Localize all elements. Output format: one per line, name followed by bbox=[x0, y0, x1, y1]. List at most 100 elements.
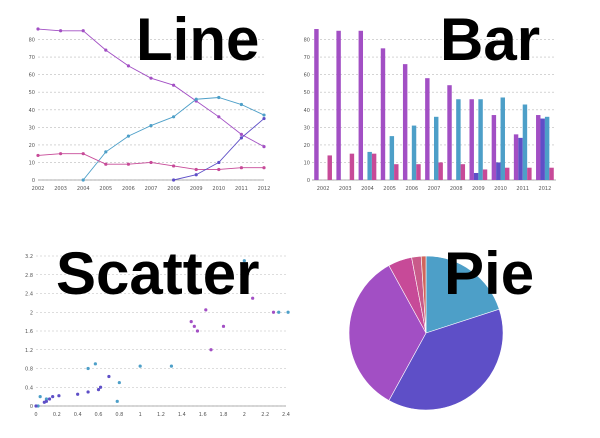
scatter-point bbox=[138, 364, 142, 368]
x-tick-label: 2007 bbox=[145, 186, 158, 192]
scatter-point bbox=[192, 324, 196, 328]
scatter-point bbox=[47, 397, 52, 401]
y-tick-label: 70 bbox=[29, 55, 35, 61]
bar-title-label: Bar bbox=[440, 6, 541, 73]
bar bbox=[482, 169, 488, 180]
bar bbox=[478, 99, 483, 180]
x-tick-label: 2 bbox=[243, 412, 246, 418]
scatter-point bbox=[251, 296, 255, 300]
x-tick-label: 1.2 bbox=[157, 412, 165, 418]
data-point bbox=[81, 178, 85, 182]
bar bbox=[536, 115, 541, 180]
data-point bbox=[217, 115, 221, 119]
y-tick-label: 50 bbox=[29, 90, 35, 96]
y-tick-label: 10 bbox=[29, 160, 35, 166]
line-chart: 0 10 20 30 40 50 60 70 80 2002 2003 2004 2005 2006 200… bbox=[29, 27, 270, 192]
scatter-chart: 0 0.4 0.8 1.2 1.6 2 2.4 2.8 3.2 0 0.2 0.4 0.6 0.8 1 1.2… bbox=[25, 254, 290, 418]
y-tick-label: 0.8 bbox=[25, 367, 33, 373]
bar bbox=[460, 164, 466, 180]
x-tick-label: 2012 bbox=[539, 186, 552, 192]
bar bbox=[389, 136, 395, 180]
data-point bbox=[172, 83, 176, 87]
y-tick-label: 20 bbox=[29, 143, 35, 149]
scatter-title-label: Scatter bbox=[56, 240, 260, 307]
scatter-point bbox=[221, 324, 226, 328]
x-tick-label: 2004 bbox=[77, 186, 90, 192]
y-tick-label: 80 bbox=[29, 38, 35, 44]
bar bbox=[416, 164, 421, 180]
data-point bbox=[262, 145, 266, 149]
x-tick-label: 2007 bbox=[428, 186, 441, 192]
bar bbox=[336, 30, 341, 181]
data-point bbox=[59, 152, 63, 156]
x-tick-label: 2011 bbox=[235, 186, 248, 192]
y-tick-label: 30 bbox=[29, 125, 35, 131]
data-point bbox=[104, 150, 108, 154]
data-point bbox=[126, 134, 130, 138]
bar bbox=[544, 116, 550, 180]
scatter-point bbox=[96, 387, 101, 392]
x-tick-label: 2.2 bbox=[261, 412, 269, 418]
y-tick-label: 60 bbox=[29, 73, 35, 79]
data-point bbox=[149, 123, 153, 128]
scatter-point bbox=[195, 329, 200, 333]
scatter-point bbox=[115, 399, 119, 403]
pie-slice bbox=[425, 255, 500, 334]
bar bbox=[540, 118, 545, 180]
x-tick-label: 2009 bbox=[190, 186, 203, 192]
scatter-point bbox=[76, 392, 80, 396]
scatter-point bbox=[44, 397, 49, 401]
scatter-point bbox=[98, 385, 103, 389]
y-tick-label: 0 bbox=[32, 178, 35, 184]
y-tick-label: 2.4 bbox=[25, 292, 33, 298]
data-point bbox=[262, 113, 266, 117]
bar bbox=[504, 167, 510, 180]
data-point bbox=[149, 76, 153, 80]
x-tick-label: 2005 bbox=[383, 186, 396, 192]
x-tick-label: 2002 bbox=[317, 186, 330, 192]
data-point bbox=[217, 167, 221, 172]
y-tick-label: 2.8 bbox=[25, 273, 33, 279]
x-tick-label: 1 bbox=[139, 412, 142, 418]
data-point bbox=[262, 116, 266, 121]
pie-slice bbox=[420, 255, 427, 334]
scatter-point bbox=[169, 364, 174, 368]
bar bbox=[549, 167, 554, 180]
bar bbox=[522, 104, 528, 180]
bar bbox=[496, 162, 501, 180]
x-tick-label: 0.8 bbox=[115, 412, 123, 418]
x-tick-label: 2006 bbox=[122, 186, 135, 192]
data-point bbox=[81, 152, 85, 156]
y-tick-label: 70 bbox=[304, 55, 310, 61]
y-tick-label: 60 bbox=[304, 73, 310, 79]
y-tick-label: 40 bbox=[29, 108, 35, 114]
data-point bbox=[36, 27, 40, 31]
bar bbox=[367, 151, 372, 180]
x-tick-label: 2.4 bbox=[282, 412, 290, 418]
bar bbox=[513, 134, 519, 180]
y-tick-label: 10 bbox=[304, 160, 310, 166]
scatter-point bbox=[93, 362, 97, 366]
pie-chart-panel bbox=[338, 248, 518, 418]
scatter-point bbox=[38, 395, 42, 399]
bar bbox=[500, 97, 505, 180]
bar bbox=[438, 162, 443, 180]
data-point bbox=[262, 166, 266, 170]
line-title-label: Line bbox=[136, 6, 260, 73]
x-tick-label: 2004 bbox=[361, 186, 374, 192]
x-tick-label: 0.2 bbox=[53, 412, 61, 418]
data-point bbox=[172, 164, 176, 168]
y-tick-label: 2 bbox=[30, 310, 33, 316]
bar bbox=[447, 85, 452, 180]
scatter-point bbox=[277, 310, 281, 314]
bar bbox=[456, 99, 461, 180]
bar bbox=[402, 64, 408, 180]
x-tick-label: 2011 bbox=[516, 186, 529, 192]
y-tick-label: 1.6 bbox=[25, 329, 33, 335]
bar bbox=[371, 153, 377, 180]
data-point bbox=[59, 29, 63, 33]
bar bbox=[380, 48, 386, 180]
x-tick-label: 2009 bbox=[472, 186, 485, 192]
bar bbox=[518, 137, 523, 180]
x-tick-label: 2005 bbox=[99, 186, 112, 192]
